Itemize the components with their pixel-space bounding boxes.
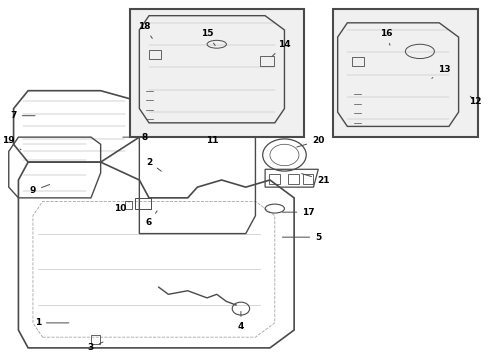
FancyBboxPatch shape [129, 9, 303, 137]
Bar [91, 336, 100, 344]
Bar [302, 174, 313, 184]
Bar [260, 56, 273, 66]
Text: 18: 18 [138, 22, 152, 39]
Text: 15: 15 [201, 29, 215, 45]
Bar [268, 174, 279, 184]
Text: 4: 4 [237, 311, 244, 331]
Text: 13: 13 [431, 65, 449, 78]
Text: 14: 14 [271, 40, 290, 57]
Text: 12: 12 [468, 96, 481, 106]
Text: 8: 8 [122, 132, 147, 141]
Bar [134, 198, 151, 208]
Text: 7: 7 [10, 111, 35, 120]
Bar [124, 201, 132, 208]
FancyBboxPatch shape [332, 9, 477, 137]
Text: 17: 17 [282, 208, 314, 217]
Text: 20: 20 [296, 136, 324, 147]
Text: 3: 3 [88, 342, 103, 352]
Text: 11: 11 [205, 136, 218, 145]
Bar [149, 50, 161, 59]
Text: 21: 21 [301, 174, 329, 185]
Text: 10: 10 [114, 202, 129, 213]
Text: 9: 9 [30, 185, 50, 195]
Text: 19: 19 [2, 136, 21, 150]
Bar [288, 174, 298, 184]
Text: 2: 2 [145, 158, 161, 171]
Text: 1: 1 [35, 318, 69, 327]
Text: 16: 16 [379, 29, 391, 45]
Bar [351, 57, 364, 66]
Text: 6: 6 [145, 211, 157, 228]
Text: 5: 5 [282, 233, 321, 242]
